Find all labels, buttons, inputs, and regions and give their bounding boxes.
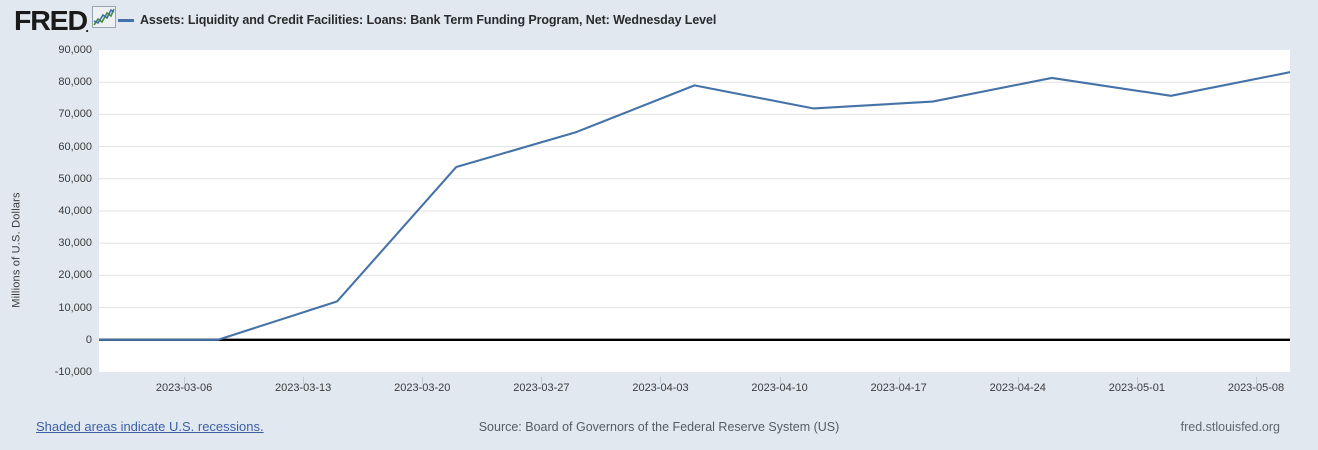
y-axis-tick-label: 50,000 <box>58 172 92 185</box>
x-axis-tick-label: 2023-03-27 <box>513 382 570 394</box>
series-plot <box>99 71 1290 341</box>
x-axis-tick-label: 2023-04-03 <box>632 382 689 394</box>
legend-color-swatch <box>118 18 134 22</box>
fred-logo-dot: . <box>85 20 90 35</box>
plot-area <box>99 50 1290 372</box>
x-axis-tick <box>422 377 424 384</box>
chart-legend: Assets: Liquidity and Credit Facilities:… <box>118 11 716 29</box>
chart-footer: Shaded areas indicate U.S. recessions. S… <box>0 405 1318 450</box>
y-axis-tick-label: 90,000 <box>58 44 92 56</box>
y-axis-tick-label: 10,000 <box>58 301 92 314</box>
x-axis-tick-label: 2023-03-06 <box>155 382 213 394</box>
x-axis-tick <box>1136 377 1138 384</box>
x-axis-tick-label: 2023-04-10 <box>751 382 808 394</box>
x-axis-tick <box>303 377 305 384</box>
y-axis-tick-label: 40,000 <box>58 205 92 217</box>
y-axis-tick-label: 20,000 <box>58 269 92 282</box>
y-axis-tick-label: -10,000 <box>54 366 92 378</box>
chart-header: FRED . Assets: Liquidity and Credit Faci… <box>0 0 1318 40</box>
x-axis-tick-label: 2023-04-24 <box>989 382 1046 394</box>
chart-body: Millions of U.S. Dollars 90,000 80,000 70,… <box>0 40 1318 405</box>
x-axis-tick <box>1255 377 1257 384</box>
y-axis-tick-labels: 90,000 80,000 70,000 60,000 50,000 40,000 30,0… <box>0 40 92 405</box>
x-axis-tick <box>184 377 186 384</box>
x-axis-tick-label: 2023-03-20 <box>394 382 451 394</box>
x-axis-tick <box>1017 377 1019 384</box>
x-axis-tick-label: 2023-05-08 <box>1227 382 1285 394</box>
y-axis-tick-label: 30,000 <box>58 237 92 250</box>
x-axis-tick-labels: 2023-03-06 2023-03-13 2023-03-20 2023-03-27… <box>0 377 1318 405</box>
site-url-note: fred.stlouisfed.org <box>1180 420 1280 434</box>
fred-logo[interactable]: FRED . <box>14 5 117 36</box>
x-axis-tick <box>660 377 662 384</box>
x-axis-tick-label: 2023-03-13 <box>275 382 332 394</box>
y-axis-tick-label: 80,000 <box>58 76 92 89</box>
x-axis-tick <box>779 377 781 384</box>
y-axis-tick-label: 60,000 <box>58 140 92 153</box>
x-axis-tick <box>898 377 900 384</box>
x-axis-tick-label: 2023-04-17 <box>870 382 927 394</box>
source-note: Source: Board of Governors of the Federa… <box>478 420 840 434</box>
fred-wordmark: FRED <box>14 5 88 36</box>
legend-series-label: Assets: Liquidity and Credit Facilities:… <box>140 13 717 27</box>
gridlines <box>99 81 1290 309</box>
y-axis-tick-label: 0 <box>85 333 92 346</box>
x-axis-tick <box>541 377 543 384</box>
y-axis-tick-label: 70,000 <box>58 108 92 121</box>
x-axis-tick-label: 2023-05-01 <box>1108 382 1165 394</box>
series-line-path <box>99 71 1290 341</box>
line-chart-icon <box>92 6 117 33</box>
recession-note-link[interactable]: Shaded areas indicate U.S. recessions. <box>36 419 264 434</box>
